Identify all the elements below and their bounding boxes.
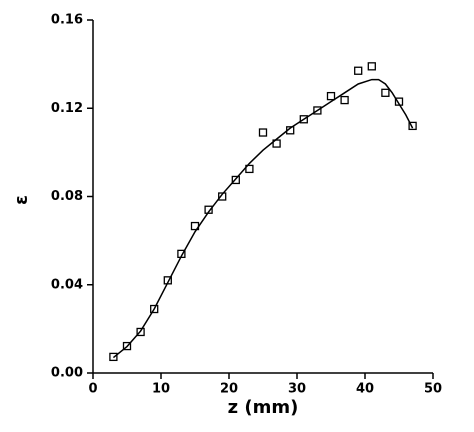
data-point: [381, 88, 390, 97]
data-point: [367, 62, 376, 71]
data-point: [150, 304, 159, 314]
y-tick-label: 0.00: [51, 366, 83, 381]
data-point: [109, 352, 118, 362]
x-tick-label: 40: [356, 382, 374, 397]
x-tick-label: 10: [152, 382, 170, 397]
x-tick-label: 20: [220, 382, 238, 397]
data-point: [218, 192, 227, 201]
y-tick-label: 0.12: [51, 101, 83, 116]
y-axis-title: ε: [11, 195, 32, 205]
y-tick-label: 0.04: [51, 277, 83, 292]
data-point: [313, 106, 322, 115]
x-axis-title: z (mm): [228, 397, 299, 418]
y-tick-label: 0.16: [51, 13, 83, 28]
data-point: [354, 66, 363, 75]
data-point: [326, 91, 336, 101]
fit-curve: [112, 78, 414, 359]
data-point: [245, 164, 254, 174]
y-tick-label: 0.08: [51, 189, 83, 204]
x-tick-label: 50: [424, 382, 442, 397]
data-point: [122, 341, 132, 351]
data-point: [299, 115, 308, 124]
x-tick-label: 30: [288, 382, 306, 397]
data-point: [408, 121, 417, 131]
x-tick-label: 0: [88, 382, 97, 397]
data-point: [231, 175, 240, 185]
data-point: [136, 327, 145, 337]
data-point: [340, 95, 349, 105]
data-point: [258, 128, 268, 137]
